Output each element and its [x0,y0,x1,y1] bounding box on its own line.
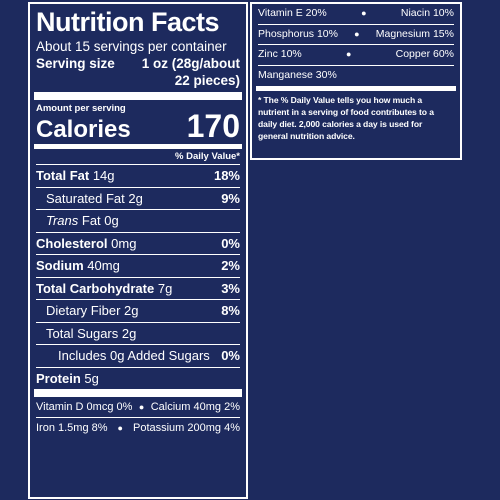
niacin: Niacin 10% [400,7,454,19]
calories-row: Calories 170 [36,108,240,144]
servings-per-container: About 15 servings per container [36,39,227,54]
divider-thick [34,389,242,397]
nutrient-amount: 40mg [87,258,120,273]
label-title: Nutrition Facts [36,7,220,37]
nutrient-amount: 5g [84,370,99,386]
divider-medium [256,86,456,91]
iron: Iron 1.5mg 8% [36,422,108,434]
nutrient-dv: 3% [221,280,240,296]
nutrient-label: Protein [36,370,81,386]
bullet-icon: ● [117,423,123,433]
nutrient-row-added-sugars: Includes 0g Added Sugars 0% [36,345,240,368]
bullet-icon: ● [138,402,145,412]
calories-value: 170 [186,108,240,144]
vitamin-row: Zinc 10% ● Copper 60% [258,45,454,66]
nutrient-row-sodium: Sodium 40mg 2% [36,255,240,278]
vitamin-row: Iron 1.5mg 8% ● Potassium 200mg 4% [36,418,240,438]
nutrient-dv: 9% [221,190,240,206]
copper: Copper 60% [395,48,454,60]
serving-size-value: 1 oz (28g/about [141,56,240,71]
nutrient-label: Cholesterol [36,235,108,251]
nutrient-label: Sodium [36,258,84,273]
nutrient-label: Includes 0g Added Sugars [58,348,210,363]
manganese: Manganese 30% [258,68,337,81]
serving-size-label: Serving size [36,56,115,71]
nutrient-row-trans-fat: Trans Fat 0g [36,210,240,233]
nutrient-dv: 2% [221,258,240,273]
divider-medium [34,144,242,149]
bullet-icon: ● [345,49,352,59]
nutrient-dv: 18% [213,168,240,183]
nutrient-label: Total Carbohydrate [36,280,155,296]
nutrient-label: Saturated Fat 2g [46,190,143,206]
vitamin-row: Vitamin E 20% ● Niacin 10% [258,4,454,25]
nutrient-amount: 7g [157,280,173,296]
nutrient-amount: 14g [92,168,115,183]
nutrient-row-total-sugars: Total Sugars 2g [36,323,240,345]
calories-label: Calories [36,116,131,143]
nutrient-label: Total Sugars 2g [46,325,137,341]
nutrient-row-dietary-fiber: Dietary Fiber 2g 8% [36,300,240,323]
nutrient-row-saturated-fat: Saturated Fat 2g 9% [36,188,240,210]
nutrient-label-italic: Trans [46,213,79,228]
nutrition-facts-panel: Nutrition Facts About 15 servings per co… [28,2,248,499]
potassium: Potassium 200mg 4% [132,422,240,434]
nutrient-row-protein: Protein 5g [36,368,240,390]
vitamin-e: Vitamin E 20% [258,7,327,19]
serving-size-value-cont: 22 pieces) [174,73,240,88]
bullet-icon: ● [354,28,360,39]
nutrient-label: Fat 0g [81,213,119,228]
amount-per-serving: Amount per serving [36,103,126,114]
vitamin-row: Phosphorus 10% ● Magnesium 15% [258,25,454,45]
vitamins-panel: Vitamin E 20% ● Niacin 10% Phosphorus 10… [250,2,462,160]
vitamin-d: Vitamin D 0mcg 0% [36,401,133,413]
divider-thick [34,92,242,100]
vitamin-row: Vitamin D 0mcg 0% ● Calcium 40mg 2% [36,397,240,418]
zinc: Zinc 10% [258,48,302,60]
nutrient-amount: 0mg [111,235,137,251]
nutrient-row-total-fat: Total Fat 14g 18% [36,165,240,188]
nutrient-dv: 8% [221,303,240,318]
nutrient-dv: 0% [221,235,240,251]
daily-value-header: % Daily Value* [36,149,240,165]
calcium: Calcium 40mg 2% [150,401,240,413]
nutrient-dv: 0% [221,348,240,363]
serving-size-row: Serving size 1 oz (28g/about [36,55,240,72]
nutrient-label: Dietary Fiber 2g [46,303,139,318]
nutrient-row-total-carbohydrate: Total Carbohydrate 7g 3% [36,278,240,300]
nutrient-row-cholesterol: Cholesterol 0mg 0% [36,233,240,255]
nutrient-label: Total Fat [36,168,90,183]
magnesium: Magnesium 15% [375,27,454,40]
phosphorus: Phosphorus 10% [258,27,338,40]
bullet-icon: ● [361,8,367,18]
footnote: * The % Daily Value tells you how much a… [258,95,434,141]
